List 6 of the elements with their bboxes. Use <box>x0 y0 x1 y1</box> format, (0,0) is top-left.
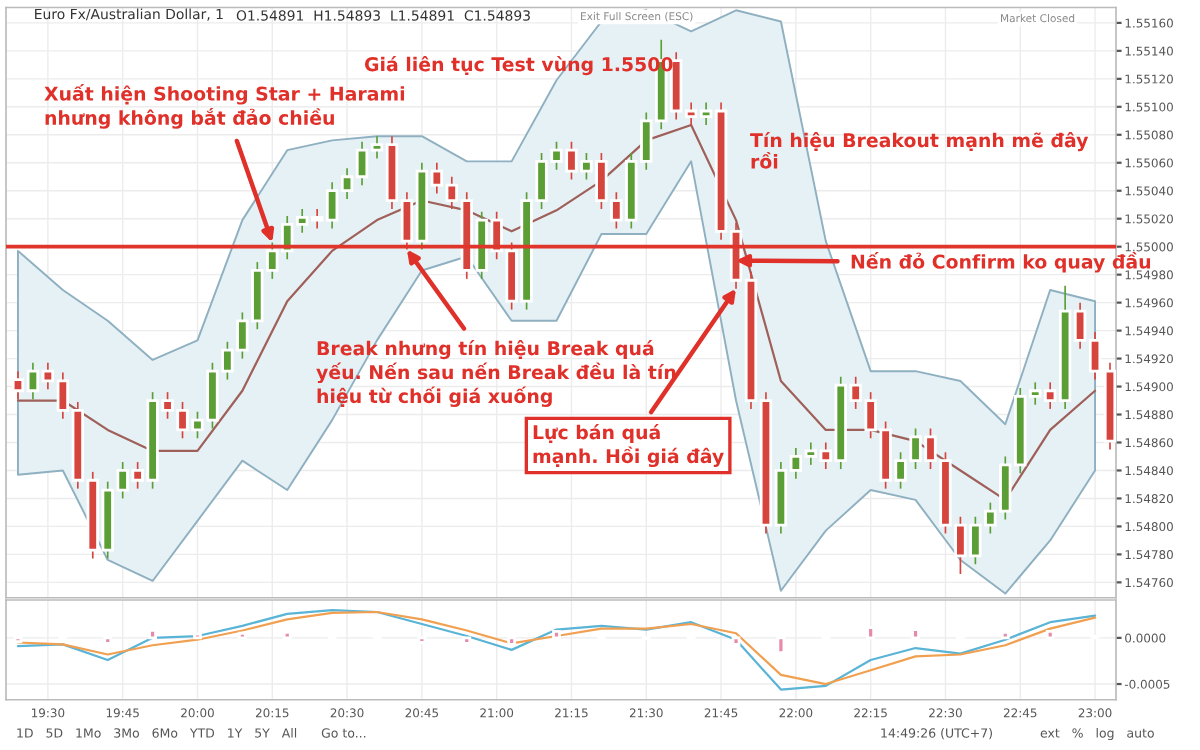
annotation: Giá liên tục Test vùng 1.5500 <box>364 56 673 76</box>
annotation: Lực bán quá mạnh. Hồi giá đây <box>533 424 724 468</box>
annotation: Xuất hiện Shooting Star + Harami nhưng không bắt đảo chiều <box>44 84 405 129</box>
annotation: Nến đỏ Confirm ko quay đầu <box>851 252 1151 273</box>
annotation: Break nhưng tín hiệu Break quá yếu. Nến sau nến Break đều là tín hiệu từ chối giá xuống <box>316 340 676 408</box>
annotation: Tín hiệu Breakout mạnh mẽ đây rồi <box>750 132 1089 169</box>
